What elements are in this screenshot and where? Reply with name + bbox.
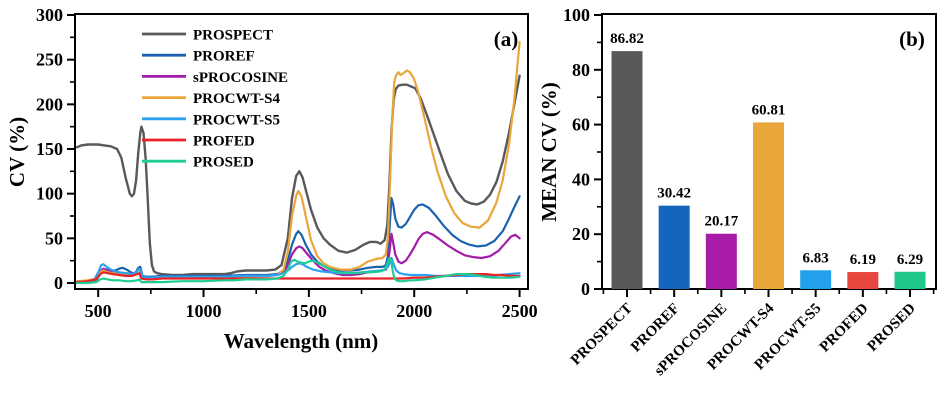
bar-prosed xyxy=(894,271,926,289)
legend-label-profed: PROFED xyxy=(193,134,255,150)
series-line-prospect xyxy=(75,74,521,277)
bar-value-label-procwt-s5: 6.83 xyxy=(803,250,829,266)
bar-procwt-s4 xyxy=(753,122,785,289)
panel-b-y-tick-label: 80 xyxy=(572,60,590,80)
panel-a-x-tick-label: 500 xyxy=(85,301,112,321)
legend-label-prospect: PROSPECT xyxy=(193,28,273,44)
series-line-procwt-s4 xyxy=(76,40,521,283)
series-line-prosed xyxy=(76,256,521,285)
panel-a-y-tick-label: 250 xyxy=(36,50,63,70)
panel-a-y-axis-title: CV (%) xyxy=(5,117,29,187)
legend-label-procwt-s5: PROCWT-S5 xyxy=(193,112,280,128)
bar-sprocosine xyxy=(705,233,737,289)
panel-b-y-tick-label: 0 xyxy=(581,279,590,299)
bar-profed xyxy=(847,272,879,289)
panel-a-y-tick-label: 0 xyxy=(54,273,63,293)
bar-value-label-prosed: 6.29 xyxy=(897,252,923,268)
bar-proref xyxy=(658,205,690,289)
legend-label-proref: PROREF xyxy=(193,49,255,65)
bar-prospect xyxy=(611,51,643,289)
panel-a-legend: PROSPECT PROREF sPROCOSINE PROCWT-S4 PROCWT-… xyxy=(142,28,288,171)
panel-a-series xyxy=(75,40,521,285)
panel-b-y-tick-label: 20 xyxy=(572,224,590,244)
panel-b-y-tick-label: 40 xyxy=(572,169,590,189)
panel-a-x-tick-label: 2000 xyxy=(396,301,432,321)
panel-a-x-tick-label: 1000 xyxy=(186,301,222,321)
bar-category-label-profed: PROFED xyxy=(817,300,872,355)
bar-category-label-prosed: PROSED xyxy=(865,300,919,354)
panel-a: 0 50 100 150 200 250 300 500 1000 1500 2000 2500 PR… xyxy=(5,5,538,353)
panel-a-y-tick-label: 100 xyxy=(36,184,63,204)
panel-b-bars xyxy=(611,51,926,289)
panel-a-tag: (a) xyxy=(494,27,519,51)
legend-label-procwt-s4: PROCWT-S4 xyxy=(193,91,280,107)
panel-a-x-tick-label: 2500 xyxy=(502,301,538,321)
panel-b-y-axis-title: MEAN CV (%) xyxy=(537,82,561,222)
bar-procwt-s5 xyxy=(800,270,832,289)
panel-a-plot-area xyxy=(74,13,529,290)
panel-a-x-axis-title: Wavelength (nm) xyxy=(224,329,379,353)
legend-label-sprocosine: sPROCOSINE xyxy=(193,70,288,86)
bar-category-label-prospect: PROSPECT xyxy=(568,301,636,369)
panel-a-y-tick-label: 150 xyxy=(36,139,63,159)
panel-a-y-tick-label: 300 xyxy=(36,5,63,25)
bar-value-label-procwt-s4: 60.81 xyxy=(752,102,786,118)
bar-value-label-proref: 30.42 xyxy=(657,186,691,202)
series-line-procwt-s5 xyxy=(76,256,521,284)
panel-b-y-tick-label: 60 xyxy=(572,115,590,135)
bar-value-label-sprocosine: 20.17 xyxy=(704,214,738,230)
panel-a-y-tick-label: 50 xyxy=(45,228,63,248)
panel-b-y-tick-label: 100 xyxy=(563,5,590,25)
panel-b-tag: (b) xyxy=(899,27,925,51)
panel-a-y-tick-label: 200 xyxy=(36,94,63,114)
bar-value-label-profed: 6.19 xyxy=(850,252,876,268)
bar-value-label-prospect: 86.82 xyxy=(610,31,644,47)
panel-a-x-tick-label: 1500 xyxy=(291,301,327,321)
panel-a-axes: 0 50 100 150 200 250 300 500 1000 1500 2000 2500 xyxy=(36,5,538,321)
panel-b-axes: 0 20 40 60 80 100 xyxy=(563,5,935,299)
legend-label-prosed: PROSED xyxy=(193,155,254,171)
